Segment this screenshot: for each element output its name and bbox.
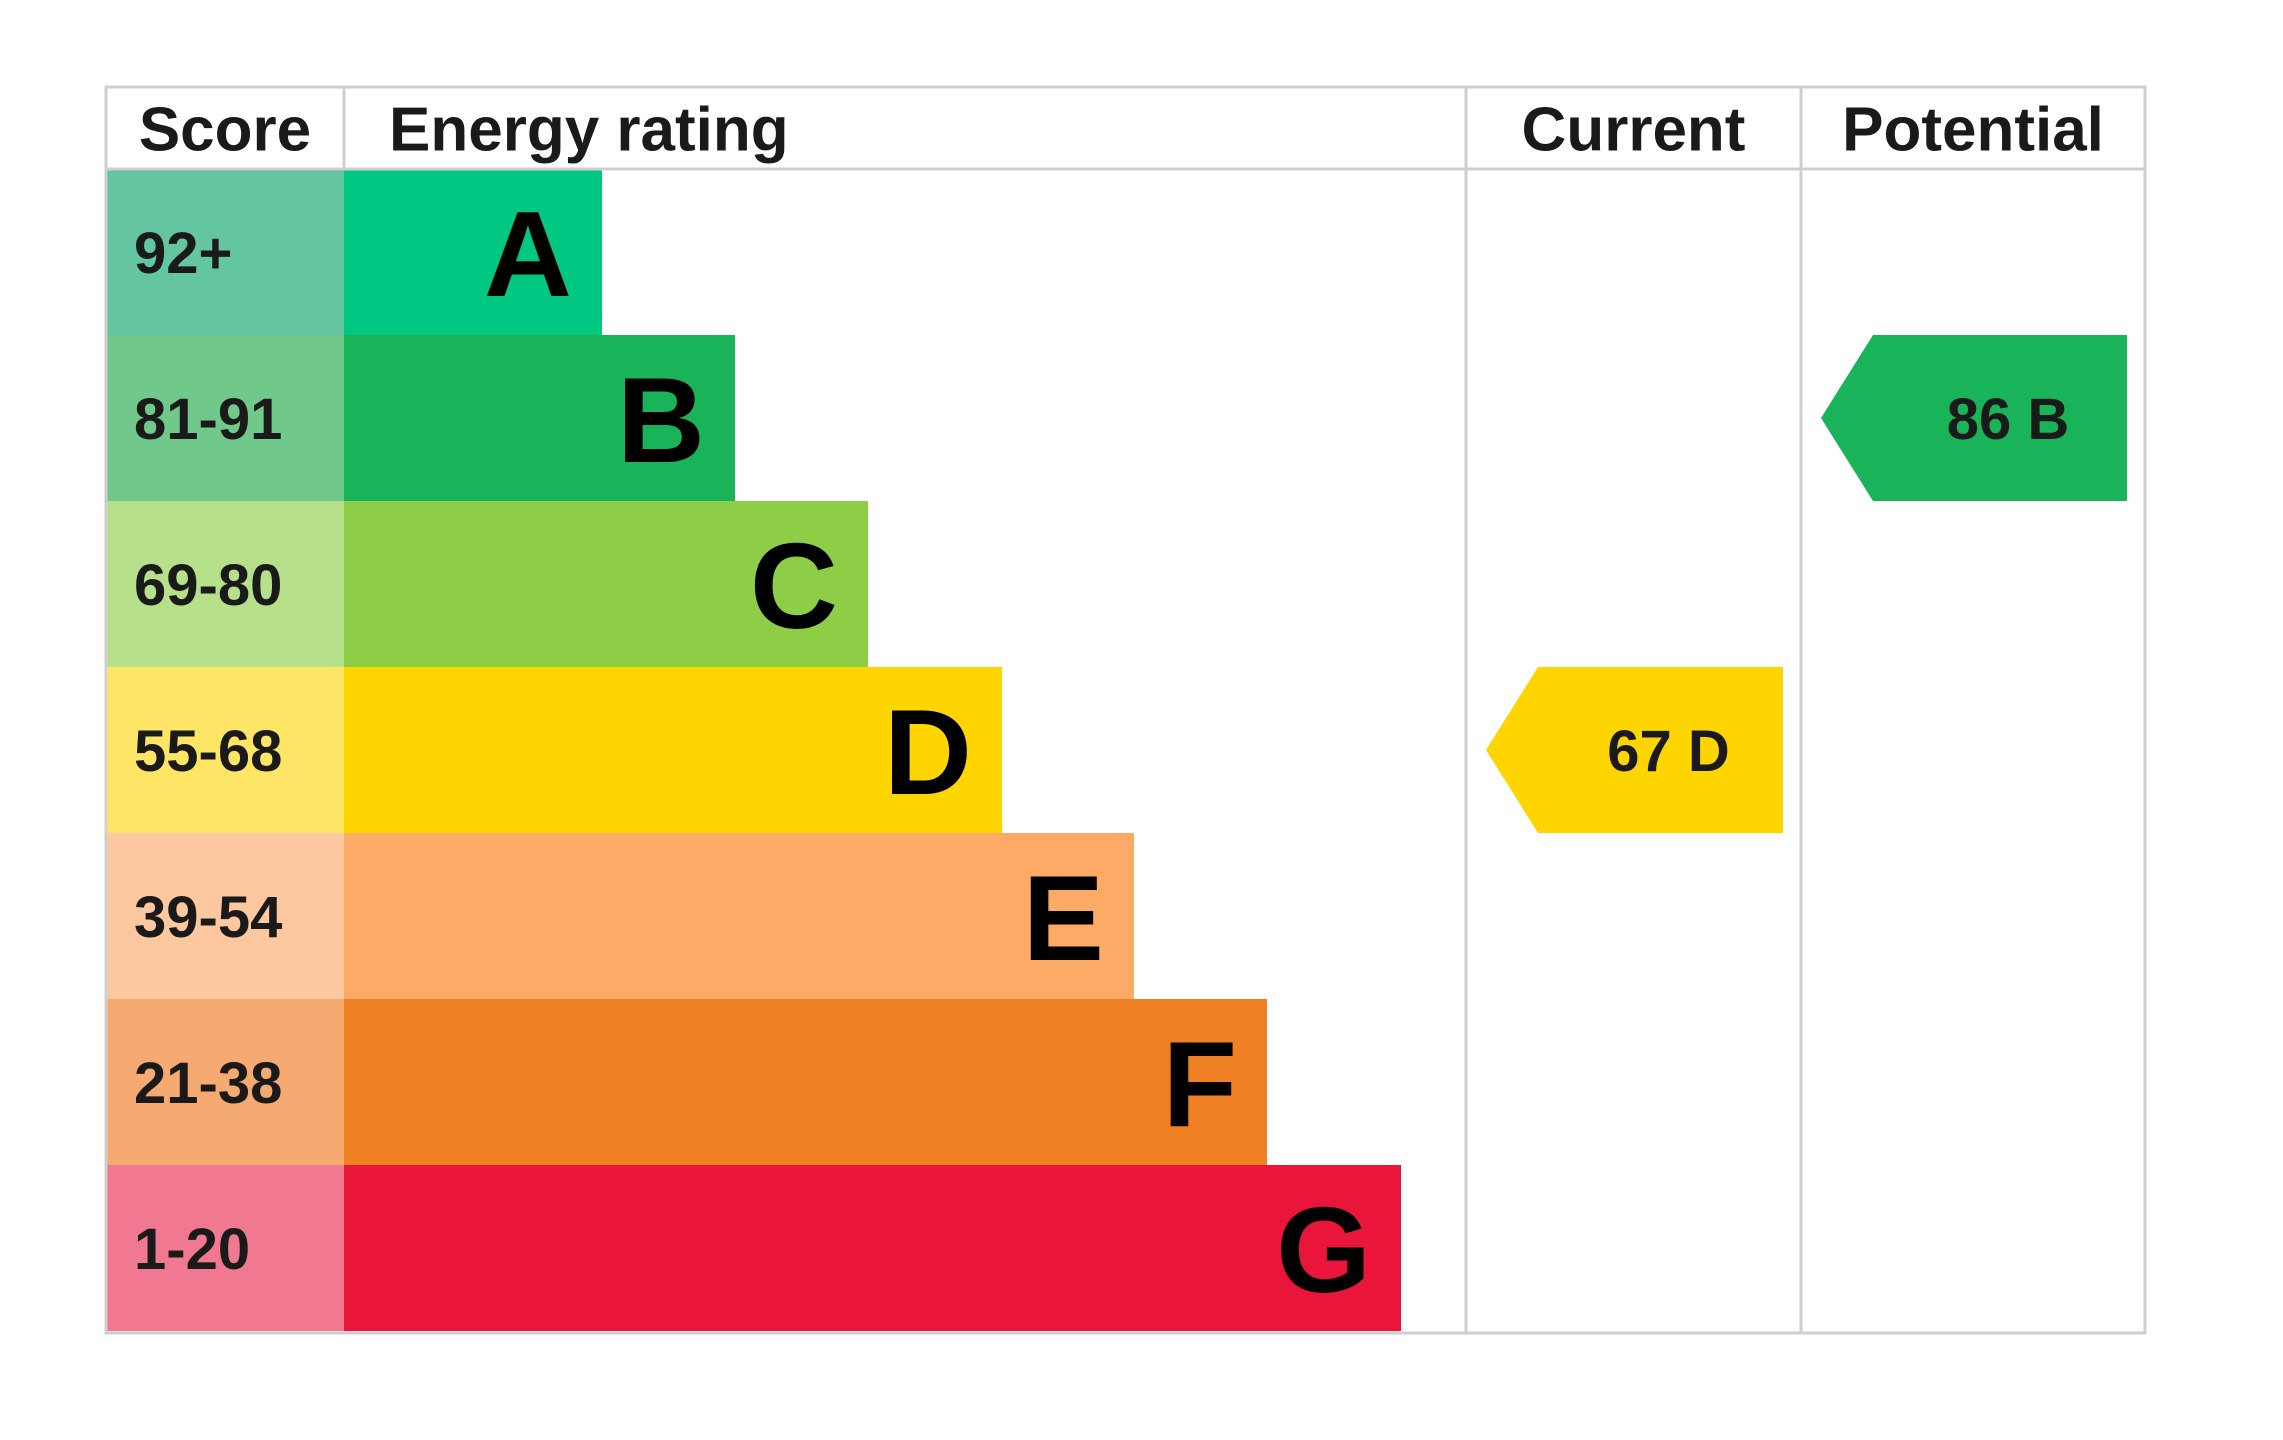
rating-bar-e	[344, 833, 1134, 999]
rating-letter: D	[884, 684, 972, 820]
rating-bar-c	[344, 501, 868, 667]
current-rating-arrow-shape	[1486, 667, 1783, 833]
score-range-label: 1-20	[134, 1217, 250, 1282]
band-row-d: 55-68 D	[106, 667, 1002, 833]
header-potential: Potential	[1842, 95, 2104, 164]
potential-rating-arrow-shape	[1821, 335, 2127, 501]
table-border	[104, 85, 2147, 1335]
rating-bar-d	[344, 667, 1002, 833]
score-cell-b	[106, 335, 344, 501]
band-row-g: 1-20 G	[106, 1165, 1401, 1331]
band-row-a: 92+ A	[106, 169, 602, 335]
score-cell-e	[106, 833, 344, 999]
score-range-label: 81-91	[134, 387, 282, 452]
score-cell-a	[106, 169, 344, 335]
rating-arrows-layer: 67 D 86 B	[1486, 335, 2127, 833]
score-range-label: 69-80	[134, 553, 282, 618]
header-current: Current	[1522, 95, 1746, 164]
score-cell-d	[106, 667, 344, 833]
rating-letter: G	[1276, 1182, 1371, 1318]
rating-letter: C	[750, 518, 838, 654]
current-rating-arrow: 67 D	[1486, 667, 1783, 833]
rating-bar-b	[344, 335, 735, 501]
rating-bar-f	[344, 999, 1267, 1165]
grid-layer	[104, 85, 2147, 1335]
score-cell-g	[106, 1165, 344, 1331]
potential-rating-arrow: 86 B	[1821, 335, 2127, 501]
band-row-f: 21-38 F	[106, 999, 1267, 1165]
band-row-b: 81-91 B	[106, 335, 735, 501]
header-energy-rating: Energy rating	[389, 95, 789, 164]
header-row: Score Energy rating Current Potential	[139, 95, 2104, 164]
potential-rating-arrow-label: 86 B	[1947, 387, 2070, 452]
band-row-c: 69-80 C	[106, 501, 868, 667]
score-range-label: 55-68	[134, 719, 282, 784]
rating-letter: B	[617, 352, 705, 488]
rating-letter: A	[484, 186, 572, 322]
score-cell-f	[106, 999, 344, 1165]
rating-bar-a	[344, 169, 602, 335]
score-cell-c	[106, 501, 344, 667]
score-range-label: 39-54	[134, 885, 282, 950]
score-range-label: 92+	[134, 221, 232, 286]
rating-letter: F	[1162, 1016, 1237, 1152]
rating-letter: E	[1023, 850, 1104, 986]
header-score: Score	[139, 95, 311, 164]
band-row-e: 39-54 E	[106, 833, 1134, 999]
current-rating-arrow-label: 67 D	[1607, 719, 1730, 784]
rating-bar-g	[344, 1165, 1401, 1331]
bands-layer: 92+ A 81-91 B 69-80 C 55-68 D 39-54 E 21-38 F 1-20 G	[106, 169, 1401, 1331]
score-range-label: 21-38	[134, 1051, 282, 1116]
